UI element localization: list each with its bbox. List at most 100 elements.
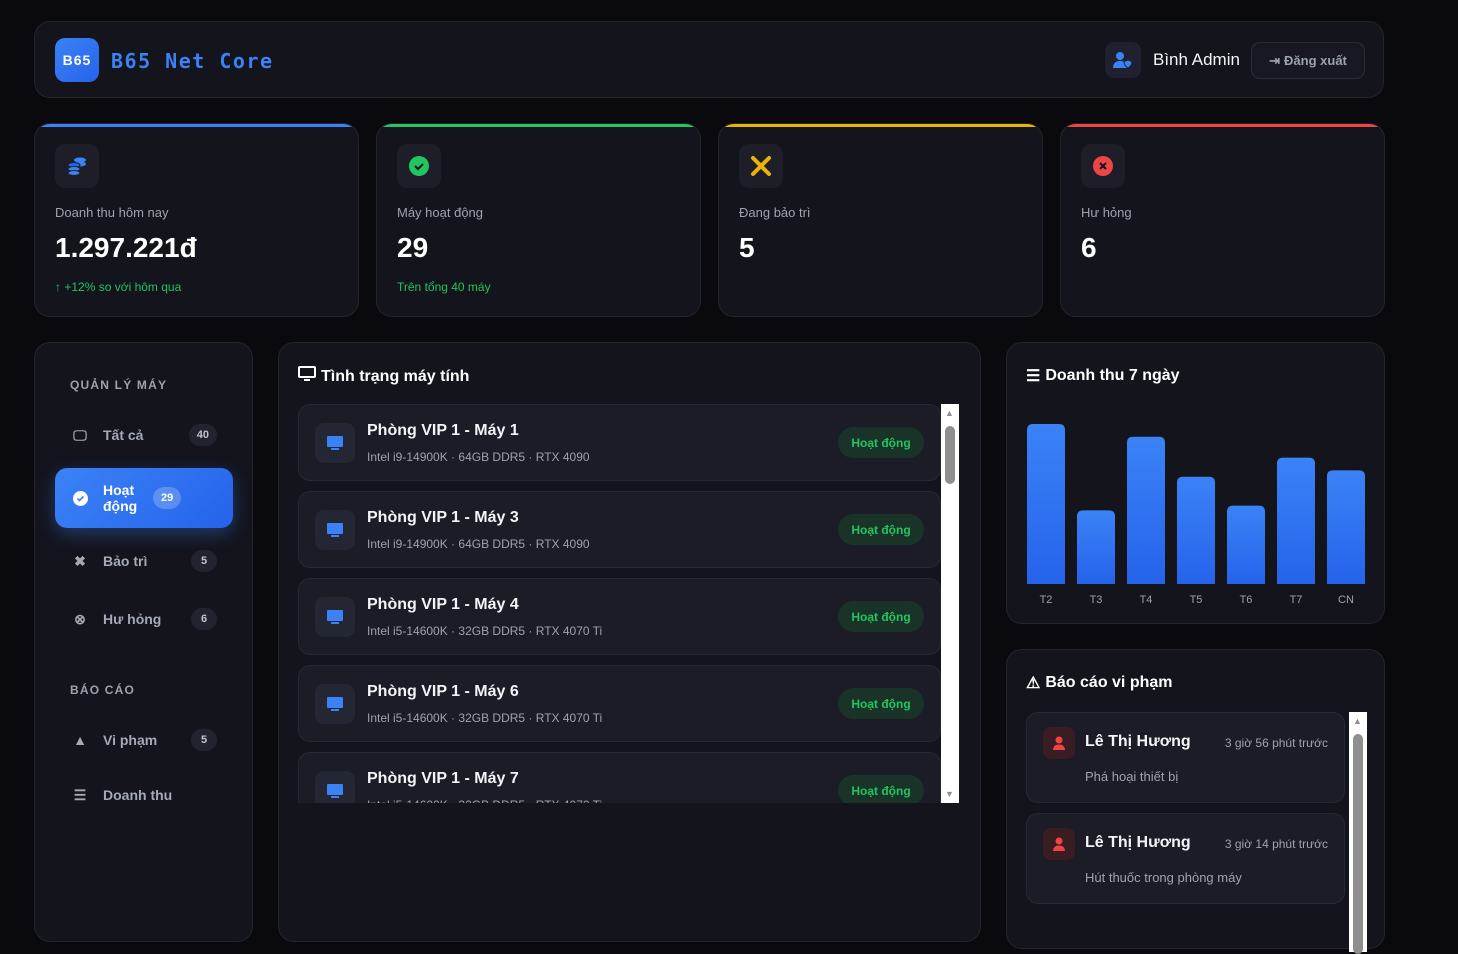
status-badge: Hoạt động <box>838 514 924 545</box>
chart-title: Doanh thu 7 ngày <box>1045 367 1180 384</box>
machine-name: Phòng VIP 1 - Máy 3 <box>367 509 519 526</box>
sidebar-item-broken[interactable]: ⊗ Hư hỏng 6 <box>55 589 233 649</box>
logout-label: Đăng xuất <box>1284 53 1347 68</box>
violation-item[interactable]: Lê Thị Hương 3 giờ 56 phút trước Phá hoạ… <box>1026 712 1345 803</box>
scrollbar[interactable]: ▲ ▼ <box>941 404 959 803</box>
machine-name: Phòng VIP 1 - Máy 1 <box>367 422 519 439</box>
machine-item[interactable]: Phòng VIP 1 - Máy 1 Intel i9-14900K · 64… <box>298 404 941 481</box>
monitor-icon <box>315 510 355 550</box>
logout-button[interactable]: ⇥ Đăng xuất <box>1251 42 1365 79</box>
stat-label: Doanh thu hôm nay <box>55 205 169 220</box>
logout-icon: ⇥ <box>1269 52 1281 68</box>
machine-item[interactable]: Phòng VIP 1 - Máy 6 Intel i5-14600K · 32… <box>298 665 941 742</box>
status-badge: Hoạt động <box>838 601 924 632</box>
stat-sub: ↑ +12% so với hôm qua <box>55 280 182 294</box>
violation-time: 3 giờ 56 phút trước <box>1224 736 1328 750</box>
violation-time: 3 giờ 14 phút trước <box>1224 837 1328 851</box>
panel-title: Báo cáo vi phạm <box>1045 674 1173 691</box>
stat-value: 5 <box>739 232 755 263</box>
violation-reason: Hút thuốc trong phòng máy <box>1085 870 1242 885</box>
check-circle-icon <box>397 144 441 188</box>
user-icon <box>1043 828 1075 860</box>
stat-card-active: Máy hoạt động 29 Trên tổng 40 máy <box>376 123 701 317</box>
x-tick-label: CN <box>1338 594 1354 606</box>
machine-name: Phòng VIP 1 - Máy 7 <box>367 770 519 787</box>
tools-icon: ✖ <box>74 552 86 569</box>
warning-icon: ▲ <box>73 732 87 748</box>
bar-T4 <box>1127 436 1165 584</box>
violations-panel: ⚠ Báo cáo vi phạm Lê Thị Hương 3 giờ 56 p… <box>1006 649 1385 954</box>
machine-name: Phòng VIP 1 - Máy 4 <box>367 596 519 613</box>
machine-spec: Intel i9-14900K · 64GB DDR5 · RTX 4090 <box>367 450 590 464</box>
stat-card-broken: Hư hỏng 6 <box>1060 123 1385 317</box>
machine-spec: Intel i5-14600K · 32GB DDR5 · RTX 4070 T… <box>367 624 603 638</box>
bar-T2 <box>1027 424 1065 584</box>
sidebar-item-active[interactable]: Hoạt động 29 <box>55 468 233 528</box>
check-circle-icon <box>71 490 89 506</box>
monitor-icon <box>315 771 355 803</box>
status-badge: Hoạt động <box>838 427 924 458</box>
bar-CN <box>1327 470 1365 584</box>
machine-spec: Intel i9-14900K · 64GB DDR5 · RTX 4090 <box>367 537 590 551</box>
sidebar-item-all[interactable]: 🖵 Tất cả 40 <box>55 405 233 465</box>
stat-label: Hư hỏng <box>1081 205 1132 220</box>
x-tick-label: T4 <box>1140 594 1153 606</box>
monitor-icon <box>315 423 355 463</box>
bar-chart: T2 T3 T4 T5 T6 T7 CN <box>1027 424 1365 606</box>
stat-card-maintenance: Đang bảo trì 5 <box>718 123 1043 317</box>
x-tick-label: T7 <box>1290 594 1303 606</box>
monitor-icon <box>315 684 355 724</box>
header: B65 B65 Net Core Bình Admin ⇥ Đăng xuất <box>34 21 1384 98</box>
status-badge: Hoạt động <box>838 775 924 803</box>
violator-name: Lê Thị Hương <box>1085 733 1191 750</box>
tools-icon <box>739 144 783 188</box>
stat-label: Máy hoạt động <box>397 205 484 220</box>
monitor-icon <box>315 597 355 637</box>
violator-name: Lê Thị Hương <box>1085 834 1191 851</box>
logo[interactable]: B65 <box>55 38 99 82</box>
stat-sub: Trên tổng 40 máy <box>397 280 491 294</box>
revenue-chart-panel: ☰ Doanh thu 7 ngày T2 T3 T4 T5 T6 T7 CN <box>1006 342 1385 624</box>
machine-spec: Intel i5-14600K · 32GB DDR5 · RTX 4070 T… <box>367 711 603 725</box>
user-name: Bình Admin <box>1153 50 1240 69</box>
monitor-icon <box>298 366 316 387</box>
machine-item[interactable]: Phòng VIP 1 - Máy 3 Intel i9-14900K · 64… <box>298 491 941 568</box>
chart-bar-icon: ☰ <box>1026 368 1041 385</box>
x-tick-label: T5 <box>1190 594 1203 606</box>
bar-T3 <box>1077 510 1115 584</box>
machine-list: Phòng VIP 1 - Máy 1 Intel i9-14900K · 64… <box>298 404 941 803</box>
sidebar-item-violations[interactable]: ▲ Vi phạm 5 <box>55 710 233 770</box>
panel-title: Tình trạng máy tính <box>321 367 470 385</box>
arrow-up-icon: ↑ <box>55 280 65 294</box>
section-title: QUẢN LÝ MÁY <box>70 378 168 392</box>
user-shield-icon <box>1105 42 1141 78</box>
stat-value: 29 <box>397 232 429 263</box>
coins-icon <box>55 144 99 188</box>
machine-status-panel: Tình trạng máy tính Phòng VIP 1 - Máy 1 … <box>278 342 981 942</box>
x-tick-label: T6 <box>1240 594 1253 606</box>
sidebar-item-maintenance[interactable]: ✖ Bảo trì 5 <box>55 531 233 591</box>
section-title: BÁO CÁO <box>70 683 136 697</box>
monitor-icon: 🖵 <box>73 426 87 443</box>
stat-label: Đang bảo trì <box>739 205 811 220</box>
violation-item[interactable]: Lê Thị Hương 3 giờ 14 phút trước Hút thu… <box>1026 813 1345 904</box>
status-badge: Hoạt động <box>838 688 924 719</box>
x-circle-icon: ⊗ <box>74 610 86 627</box>
stat-card-revenue: Doanh thu hôm nay 1.297.221đ ↑ +12% so v… <box>34 123 359 317</box>
sidebar-item-revenue[interactable]: ☰ Doanh thu <box>55 765 233 825</box>
sidebar: QUẢN LÝ MÁY 🖵 Tất cả 40 Hoạt động 29 ✖ Bảo t… <box>34 342 253 942</box>
stat-value: 6 <box>1081 232 1097 263</box>
machine-name: Phòng VIP 1 - Máy 6 <box>367 683 519 700</box>
bar-T5 <box>1177 476 1215 584</box>
machine-spec: Intel i5-14600K · 32GB DDR5 · RTX 4070 T… <box>367 798 602 803</box>
user-icon <box>1043 727 1075 759</box>
stat-value: 1.297.221đ <box>55 232 197 263</box>
machine-item[interactable]: Phòng VIP 1 - Máy 4 Intel i5-14600K · 32… <box>298 578 941 655</box>
chart-bar-icon: ☰ <box>73 786 87 803</box>
violation-reason: Phá hoại thiết bị <box>1085 769 1179 784</box>
scrollbar[interactable]: ▲ <box>1349 712 1367 954</box>
brand-name: B65 Net Core <box>111 49 274 73</box>
x-tick-label: T2 <box>1040 594 1053 606</box>
machine-item[interactable]: Phòng VIP 1 - Máy 7 Intel i5-14600K · 32… <box>298 752 941 803</box>
x-circle-icon <box>1081 144 1125 188</box>
